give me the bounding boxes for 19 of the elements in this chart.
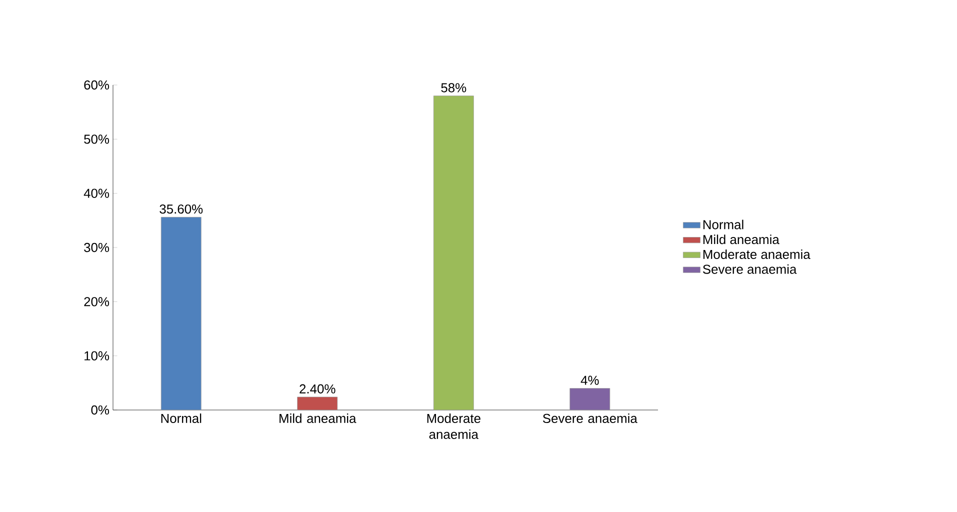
y-tick-label: 30% xyxy=(84,242,110,252)
y-tick-label: 50% xyxy=(84,134,110,144)
data-label: 35.60% xyxy=(160,204,203,214)
y-tick-label: 0% xyxy=(91,405,110,415)
x-tick-label: Severe anaemia xyxy=(542,414,638,424)
legend-label: Mild aneamia xyxy=(703,234,780,244)
data-label: 58% xyxy=(441,83,466,92)
x-tick-label: Moderate anaemia xyxy=(427,414,480,439)
y-tick-label: 10% xyxy=(84,351,110,360)
data-label: 4% xyxy=(580,376,599,385)
data-label: 2.40% xyxy=(300,384,336,394)
y-tick-label: 20% xyxy=(84,297,110,306)
x-tick-label: Mild aneamia xyxy=(280,414,356,424)
y-tick-label: 60% xyxy=(84,80,110,90)
legend-label: Severe anaemia xyxy=(702,264,797,274)
x-tick-label: Normal xyxy=(161,414,202,424)
y-tick-label: 40% xyxy=(84,188,110,198)
legend-label: Normal xyxy=(703,220,744,230)
legend-label: Moderate anaemia xyxy=(703,249,810,260)
